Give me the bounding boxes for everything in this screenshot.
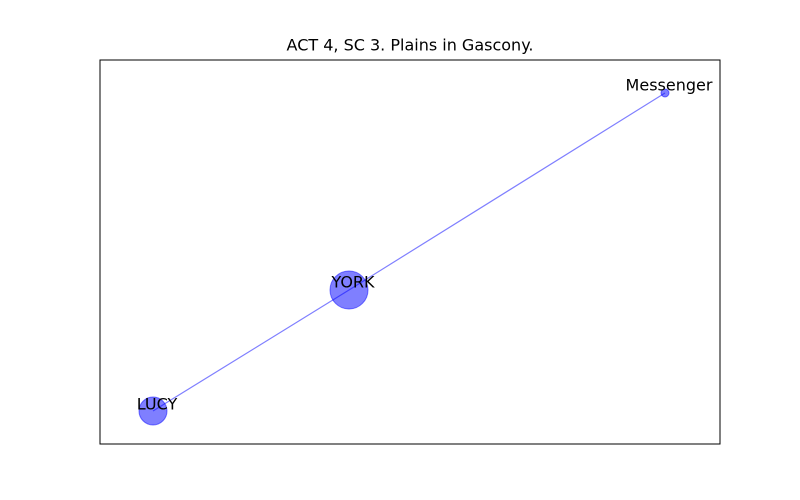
- edge: [348, 92, 666, 291]
- node-label: YORK: [330, 273, 375, 292]
- plot-frame: [99, 59, 721, 445]
- edge: [152, 289, 350, 412]
- node-label: LUCY: [137, 395, 178, 414]
- node: [138, 396, 168, 426]
- title: ACT 4, SC 3. Plains in Gascony.: [287, 36, 534, 55]
- node-label: Messenger: [626, 76, 713, 95]
- node: [660, 88, 670, 98]
- node: [329, 270, 369, 310]
